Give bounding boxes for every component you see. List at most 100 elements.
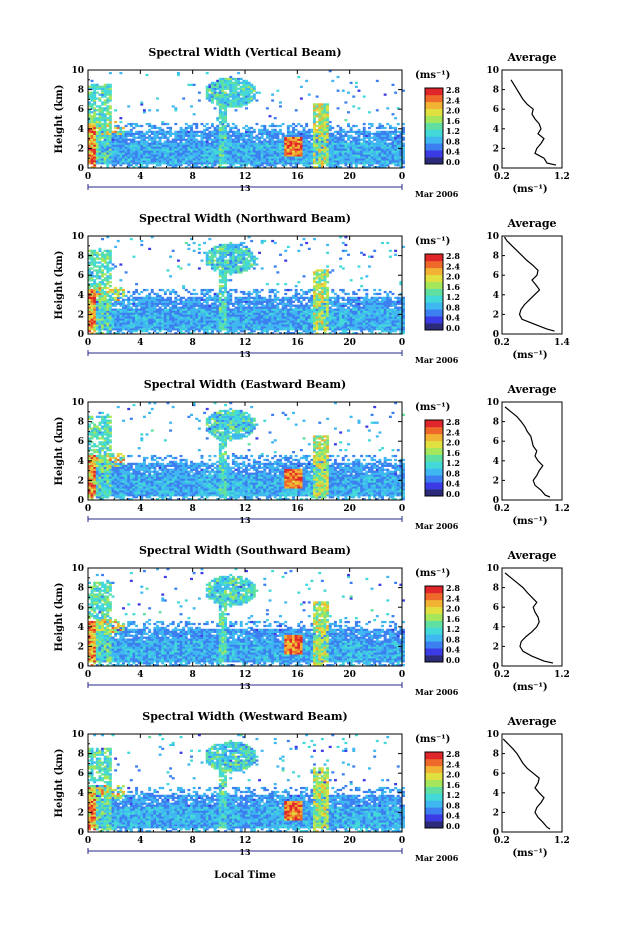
heatmap-cell: [129, 237, 133, 241]
heatmap-cell: [326, 154, 330, 157]
heatmap-cell: [197, 326, 201, 329]
heatmap-cell: [156, 126, 159, 130]
heatmap-cell: [205, 150, 209, 153]
heatmap-cell: [263, 154, 267, 157]
heatmap-cell: [197, 156, 201, 159]
heatmap-cell: [323, 156, 327, 159]
heatmap-cell: [166, 126, 170, 130]
heatmap-cell: [234, 330, 238, 333]
heatmap-cell: [174, 322, 178, 325]
heatmap-cell: [137, 326, 141, 329]
heatmap-cell: [239, 304, 243, 307]
heatmap-cell: [132, 152, 136, 155]
heatmap-cell: [229, 273, 233, 276]
heatmap-cell: [239, 316, 243, 319]
heatmap-cell: [195, 146, 199, 149]
heatmap-cell: [260, 322, 264, 325]
heatmap-cell: [218, 251, 222, 254]
heatmap-cell: [286, 130, 290, 134]
heatmap-cell: [297, 312, 301, 315]
heatmap-cell: [166, 144, 170, 147]
heatmap-cell: [336, 124, 340, 128]
heatmap-cell: [197, 247, 201, 251]
heatmap-cell: [210, 89, 214, 92]
heatmap-cell: [250, 83, 254, 86]
heatmap-cell: [323, 146, 327, 149]
heatmap-cell: [127, 154, 131, 157]
heatmap-cell: [320, 154, 324, 157]
heatmap-cell: [122, 298, 125, 301]
heatmap-cell: [299, 148, 303, 151]
heatmap-cell: [263, 314, 267, 317]
heatmap-cell: [93, 83, 97, 86]
heatmap-cell: [276, 304, 280, 307]
heatmap-cell: [106, 85, 110, 88]
heatmap-cell: [114, 126, 118, 130]
heatmap-cell: [163, 122, 167, 126]
heatmap-cell: [229, 93, 233, 96]
heatmap-cell: [184, 130, 188, 134]
heatmap-cell: [292, 152, 296, 155]
heatmap-cell: [375, 158, 379, 161]
heatmap-cell: [216, 318, 220, 321]
heatmap-cell: [205, 310, 209, 313]
heatmap-cell: [286, 328, 290, 331]
heatmap-cell: [396, 136, 400, 139]
heatmap-cell: [108, 310, 112, 313]
heatmap-cell: [108, 156, 112, 159]
heatmap-cell: [378, 134, 382, 137]
heatmap-cell: [88, 316, 91, 319]
heatmap-cell: [101, 314, 104, 317]
heatmap-cell: [237, 71, 241, 75]
panel-1: Spectral Width (Northward Beam)0246810He…: [54, 212, 570, 365]
heatmap-cell: [333, 158, 337, 161]
heatmap-cell: [119, 154, 123, 157]
heatmap-cell: [386, 150, 390, 153]
heatmap-cell: [101, 302, 104, 305]
heatmap-cell: [200, 312, 204, 315]
heatmap-cell: [265, 144, 269, 147]
heatmap-cell: [101, 283, 104, 286]
heatmap-cell: [344, 152, 348, 155]
heatmap-cell: [208, 126, 212, 130]
heatmap-cell: [354, 130, 358, 134]
heatmap-cell: [229, 99, 233, 102]
heatmap-cell: [252, 267, 256, 270]
heatmap-cell: [216, 245, 220, 249]
heatmap-cell: [95, 316, 99, 319]
average-line: [510, 79, 557, 166]
heatmap-cell: [88, 160, 91, 163]
heatmap-cell: [150, 162, 154, 165]
heatmap-cell: [231, 77, 235, 81]
heatmap-cell: [258, 296, 261, 300]
heatmap-cell: [98, 328, 102, 331]
heatmap-cell: [95, 152, 99, 155]
heatmap-cell: [218, 130, 222, 134]
heatmap-cell: [132, 298, 136, 301]
heatmap-cell: [268, 154, 272, 157]
heatmap-cell: [90, 255, 94, 258]
heatmap-cell: [208, 312, 212, 315]
heatmap-cell: [242, 292, 246, 296]
heatmap-cell: [108, 120, 112, 124]
heatmap-cell: [132, 312, 136, 315]
heatmap-cell: [203, 320, 207, 323]
heatmap-cell: [127, 132, 131, 135]
heatmap-cell: [286, 138, 290, 141]
heatmap-cell: [229, 263, 233, 266]
heatmap-cell: [328, 166, 332, 169]
heatmap-cell: [145, 146, 149, 149]
heatmap-cell: [210, 99, 214, 102]
heatmap-cell: [320, 115, 324, 118]
heatmap-cell: [127, 122, 131, 126]
heatmap-cell: [354, 132, 358, 135]
heatmap-cell: [210, 158, 214, 161]
heatmap-cell: [265, 140, 269, 143]
heatmap-cell: [106, 144, 110, 147]
heatmap-cell: [276, 156, 280, 159]
heatmap-cell: [88, 162, 91, 165]
heatmap-cell: [399, 146, 403, 149]
heatmap-cell: [229, 257, 233, 260]
heatmap-cell: [381, 160, 384, 163]
heatmap-cell: [237, 332, 241, 335]
